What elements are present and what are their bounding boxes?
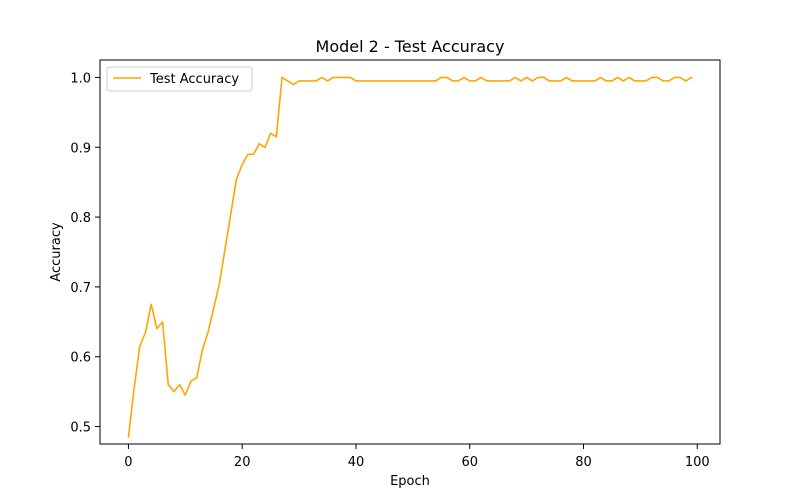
x-axis-label: Epoch bbox=[390, 474, 430, 489]
y-tick-label: 0.5 bbox=[70, 421, 91, 436]
x-tick-label: 20 bbox=[234, 455, 251, 470]
plot-area-background bbox=[100, 60, 720, 444]
x-tick-label: 60 bbox=[461, 455, 478, 470]
plot-frame bbox=[99, 59, 721, 445]
series-layer bbox=[127, 76, 693, 438]
y-axis-ticks: 0.5 0.6 0.7 0.8 0.9 1.0 bbox=[70, 71, 100, 436]
y-tick-label: 0.9 bbox=[70, 141, 91, 156]
legend-box bbox=[106, 66, 253, 92]
y-tick-label: 1.0 bbox=[70, 71, 91, 86]
x-tick-label: 80 bbox=[575, 455, 592, 470]
x-tick-label: 40 bbox=[348, 455, 365, 470]
chart-title: Model 2 - Test Accuracy bbox=[316, 37, 505, 56]
legend: Test Accuracy bbox=[106, 66, 253, 92]
x-tick-label: 0 bbox=[124, 455, 132, 470]
series-line-test-accuracy bbox=[127, 76, 693, 438]
x-tick-label: 100 bbox=[685, 455, 710, 470]
y-tick-label: 0.6 bbox=[70, 351, 91, 366]
legend-label: Test Accuracy bbox=[149, 72, 239, 87]
y-tick-label: 0.7 bbox=[70, 281, 91, 296]
x-axis-ticks: 0 20 40 60 80 100 bbox=[124, 444, 710, 470]
y-axis-label: Accuracy bbox=[49, 222, 64, 282]
y-tick-label: 0.8 bbox=[70, 211, 91, 226]
